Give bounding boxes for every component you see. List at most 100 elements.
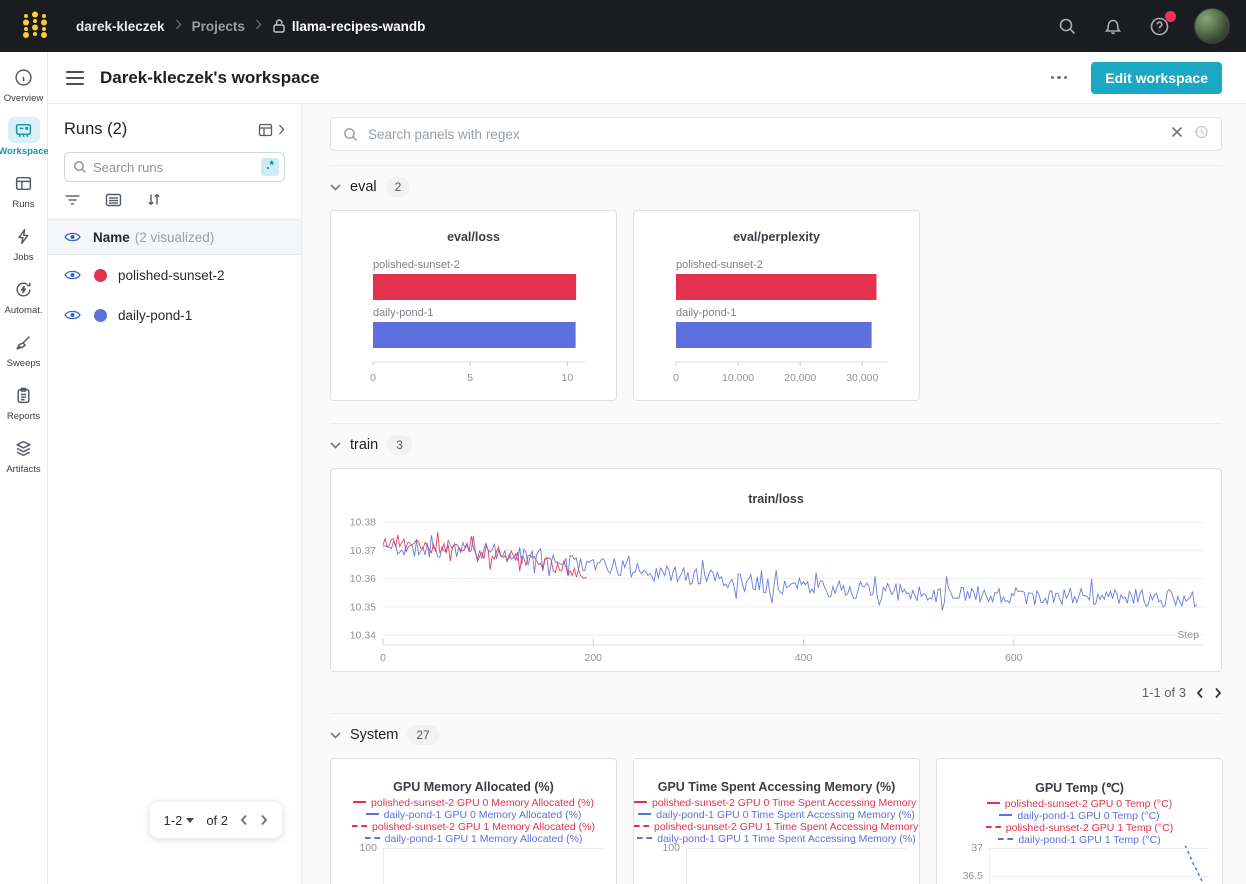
wandb-logo-icon[interactable] (18, 9, 52, 43)
section-count-badge: 3 (387, 435, 412, 455)
run-row[interactable]: polished-sunset-2 (48, 255, 301, 295)
runs-sidebar: Runs (2) .* Name (2 visualized) poli (48, 104, 302, 884)
sidebar-item-artifacts[interactable]: Artifacts (1, 435, 47, 475)
chevron-down-icon[interactable] (330, 442, 341, 449)
svg-text:10.36: 10.36 (350, 573, 376, 585)
bar-chart[interactable]: eval/losspolished-sunset-2daily-pond-105… (331, 211, 616, 400)
history-icon[interactable] (1193, 124, 1209, 145)
overflow-menu-icon[interactable] (1045, 70, 1074, 86)
panel-search-input[interactable] (368, 127, 1161, 142)
eval-perplexity-chart[interactable]: eval/perplexitypolished-sunset-2daily-po… (633, 210, 920, 401)
breadcrumb-project[interactable]: llama-recipes-wandb (272, 18, 426, 34)
regex-toggle-button[interactable]: .* (261, 158, 279, 177)
legend-item[interactable]: daily-pond-1 GPU 0 Memory Allocated (%) (331, 809, 616, 821)
table-icon (8, 170, 40, 196)
automation-icon (8, 276, 40, 302)
eye-icon[interactable] (64, 309, 81, 321)
bar[interactable] (373, 274, 576, 300)
breadcrumb-projects[interactable]: Projects (192, 19, 245, 34)
avatar[interactable] (1194, 8, 1230, 44)
breadcrumb-separator-icon (175, 19, 182, 33)
sidebar-item-workspace[interactable]: Workspace (1, 117, 47, 157)
run-row[interactable]: daily-pond-1 (48, 295, 301, 335)
gpu-time-chart[interactable]: GPU Time Spent Accessing Memory (%) poli… (633, 758, 920, 884)
unlocked-icon (272, 18, 286, 34)
line-chart[interactable]: train/loss10.3410.3510.3610.3710.3802004… (331, 469, 1221, 671)
section-name[interactable]: System (350, 727, 398, 743)
legend-swatch-icon (637, 837, 652, 839)
section-name[interactable]: train (350, 437, 378, 453)
gpu-temp-chart[interactable]: GPU Temp (℃) polished-sunset-2 GPU 0 Tem… (936, 758, 1223, 884)
series-daily-pond-1[interactable] (383, 535, 1197, 610)
chevron-down-icon[interactable] (330, 184, 341, 191)
clear-search-icon[interactable] (1171, 125, 1183, 143)
legend-item[interactable]: polished-sunset-2 GPU 1 Memory Allocated… (331, 821, 616, 833)
section-name[interactable]: eval (350, 179, 377, 195)
edit-workspace-button[interactable]: Edit workspace (1091, 62, 1222, 94)
bell-icon[interactable] (1102, 15, 1124, 37)
prev-page-button[interactable] (240, 814, 248, 826)
group-icon[interactable] (105, 193, 122, 207)
help-icon[interactable] (1148, 15, 1170, 37)
section-count-badge: 27 (407, 725, 438, 745)
run-color-dot[interactable] (94, 269, 107, 282)
legend-swatch-icon (365, 837, 380, 839)
legend-item[interactable]: polished-sunset-2 GPU 0 Temp (°C) (937, 798, 1222, 810)
bar-category-label: polished-sunset-2 (676, 259, 763, 271)
sidebar-item-reports[interactable]: Reports (1, 382, 47, 422)
legend-item[interactable]: daily-pond-1 GPU 0 Time Spent Accessing … (634, 809, 919, 821)
y-axis-line (383, 848, 384, 884)
breadcrumb-user[interactable]: darek-kleczek (76, 19, 165, 34)
train-page-label: 1-1 of 3 (1142, 685, 1186, 700)
caret-down-icon (186, 818, 194, 823)
column-header-name[interactable]: Name (93, 230, 130, 245)
next-page-button[interactable] (1214, 687, 1222, 699)
prev-page-button[interactable] (1196, 687, 1204, 699)
sort-icon[interactable] (146, 192, 162, 207)
sidebar-item-automations[interactable]: Automat. (1, 276, 47, 316)
svg-text:0: 0 (370, 372, 376, 384)
chevron-down-icon[interactable] (330, 732, 341, 739)
eval-loss-chart[interactable]: eval/losspolished-sunset-2daily-pond-105… (330, 210, 617, 401)
legend-item[interactable]: polished-sunset-2 GPU 0 Time Spent Acces… (634, 797, 919, 809)
eye-icon[interactable] (64, 269, 81, 281)
bar-category-label: polished-sunset-2 (373, 259, 460, 271)
sidebar-item-runs[interactable]: Runs (1, 170, 47, 210)
chart-title: GPU Time Spent Accessing Memory (%) (634, 780, 919, 794)
run-name[interactable]: polished-sunset-2 (118, 268, 225, 283)
bar[interactable] (676, 322, 872, 348)
series-polished-sunset-2[interactable] (383, 532, 587, 578)
train-loss-chart[interactable]: train/loss10.3410.3510.3610.3710.3802004… (330, 468, 1222, 672)
bar[interactable] (373, 322, 576, 348)
legend-label: daily-pond-1 GPU 0 Memory Allocated (%) (384, 809, 582, 821)
next-page-button[interactable] (260, 814, 268, 826)
sidebar-item-label: Runs (12, 199, 34, 210)
sidebar-item-overview[interactable]: Overview (1, 64, 47, 104)
bar-chart[interactable]: eval/perplexitypolished-sunset-2daily-po… (634, 211, 919, 400)
expand-runs-table-button[interactable] (258, 122, 285, 138)
legend-item[interactable]: daily-pond-1 GPU 0 Temp (°C) (937, 810, 1222, 822)
bar[interactable] (676, 274, 877, 300)
legend-label: polished-sunset-2 GPU 1 Time Spent Acces… (654, 821, 919, 833)
breadcrumb-project-name: llama-recipes-wandb (292, 19, 426, 34)
legend-item[interactable]: polished-sunset-2 GPU 0 Memory Allocated… (331, 797, 616, 809)
legend-swatch-icon (634, 801, 647, 803)
runs-search-input[interactable] (93, 160, 255, 175)
panel-search-box (330, 117, 1222, 151)
page-range-dropdown[interactable]: 1-2 (164, 813, 195, 828)
chart-legend: polished-sunset-2 GPU 0 Temp (°C)daily-p… (937, 798, 1222, 846)
search-icon[interactable] (1056, 15, 1078, 37)
run-color-dot[interactable] (94, 309, 107, 322)
legend-swatch-icon (634, 825, 649, 827)
legend-item[interactable]: polished-sunset-2 GPU 1 Temp (°C) (937, 822, 1222, 834)
menu-icon[interactable] (66, 71, 84, 85)
run-name[interactable]: daily-pond-1 (118, 308, 192, 323)
sidebar-item-jobs[interactable]: Jobs (1, 223, 47, 263)
section-header-system: System 27 (330, 714, 1222, 756)
legend-item[interactable]: polished-sunset-2 GPU 1 Time Spent Acces… (634, 821, 919, 833)
gpu-memory-chart[interactable]: GPU Memory Allocated (%) polished-sunset… (330, 758, 617, 884)
filter-icon[interactable] (64, 193, 81, 207)
sidebar-item-sweeps[interactable]: Sweeps (1, 329, 47, 369)
legend-swatch-icon (999, 814, 1012, 816)
eye-icon[interactable] (64, 231, 81, 243)
